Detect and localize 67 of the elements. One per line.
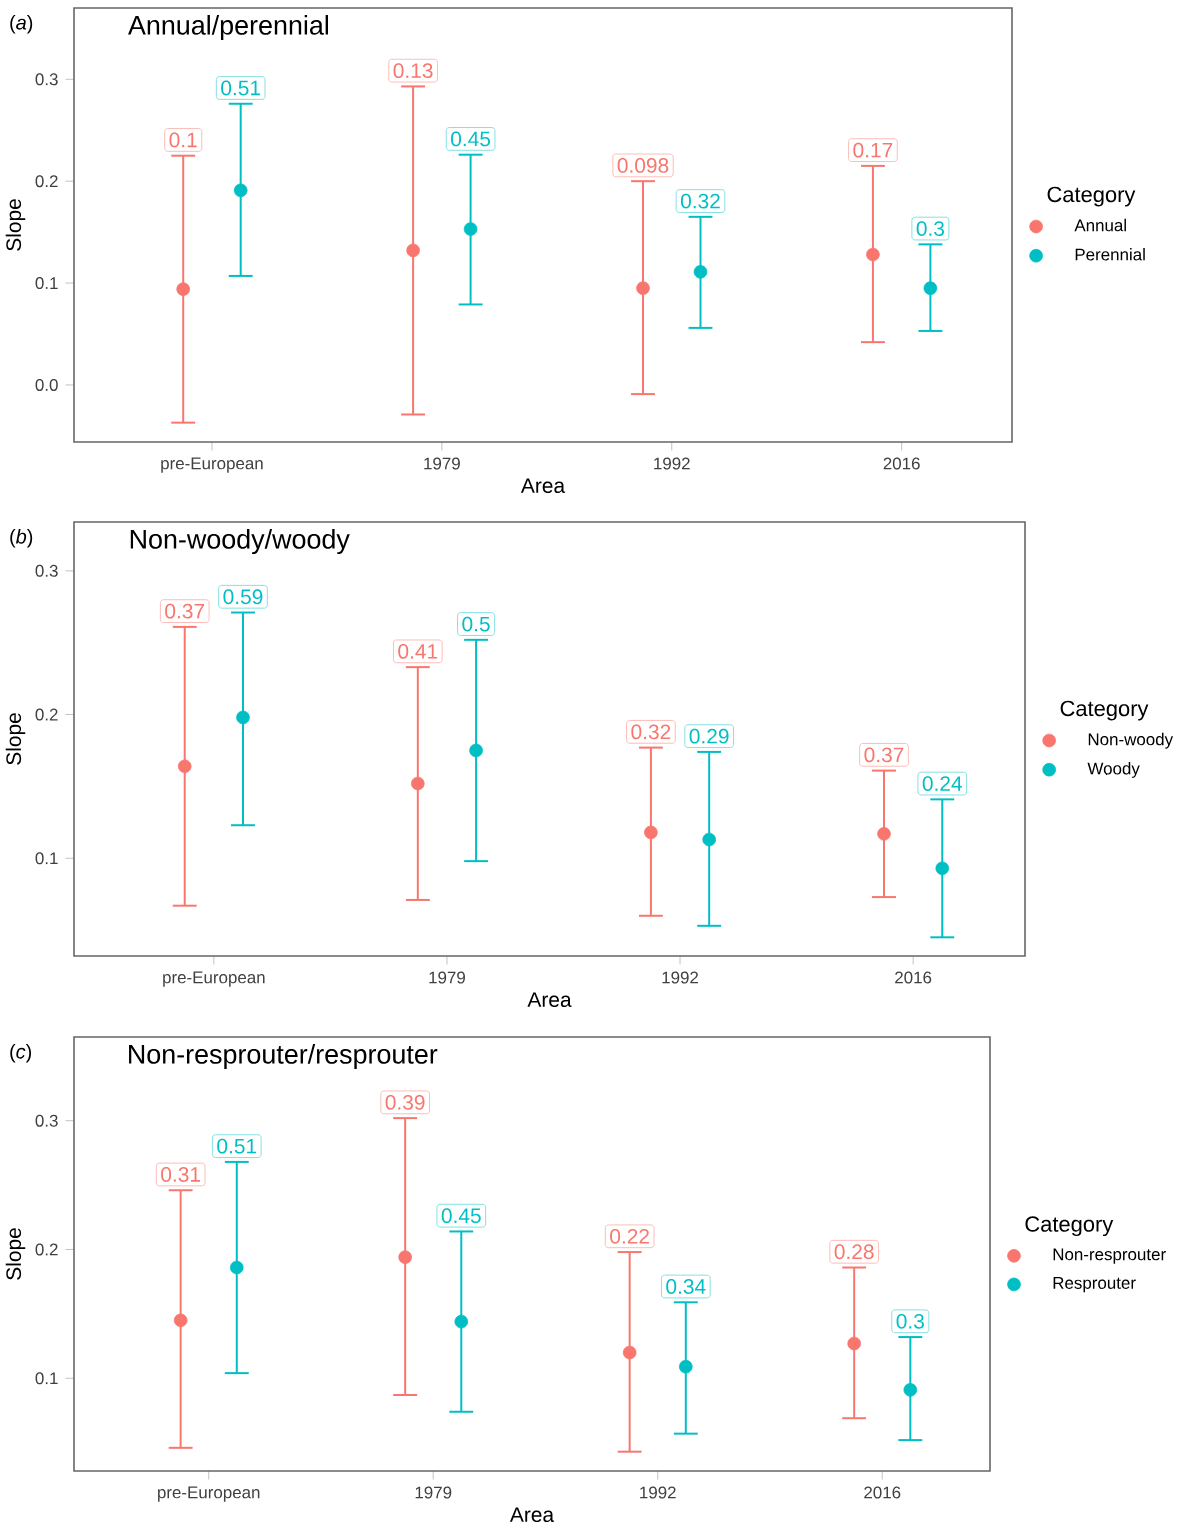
x-tick-label: pre-European: [163, 971, 265, 987]
x-axis-title: Area: [509, 1507, 555, 1523]
x-tick-label: pre-European: [158, 1486, 260, 1502]
legend-label: Perennial: [1075, 248, 1145, 261]
x-axis-title: Area: [520, 478, 566, 494]
annotation: 0.32: [680, 193, 720, 209]
annotation: 0.51: [217, 1138, 257, 1154]
y-tick-label: 0.1: [35, 1372, 58, 1385]
annotation: 0.32: [631, 724, 671, 740]
annotation: 0.3: [896, 1313, 924, 1329]
y-axis-title: Slope: [5, 713, 26, 765]
legend-label: Non-resprouter: [1053, 1248, 1166, 1264]
annotation: 0.37: [165, 603, 204, 619]
annotation: 0.31: [161, 1167, 200, 1182]
annotation: 0.24: [922, 776, 962, 791]
y-tick-label: 0.1: [35, 277, 58, 290]
x-tick-label: 1992: [640, 1486, 676, 1499]
annotation: 0.098: [617, 158, 669, 173]
x-tick-label: 1992: [662, 971, 699, 984]
x-tick-label: pre-European: [161, 457, 263, 473]
chart-title: Non-woody/woody: [130, 529, 350, 555]
annotation: 0.59: [223, 589, 263, 605]
y-tick-label: 0.3: [35, 73, 58, 86]
y-tick-label: 0.2: [35, 1243, 58, 1256]
annotation: 0.37: [864, 747, 904, 763]
y-axis-title: Slope: [5, 1228, 26, 1280]
annotation: 0.34: [666, 1279, 706, 1294]
annotation: 0.45: [441, 1208, 481, 1224]
y-tick-label: 0.1: [35, 852, 58, 865]
annotation: 0.17: [853, 142, 893, 158]
x-tick-label: 1979: [415, 1486, 452, 1499]
legend-title: Category: [1060, 700, 1149, 721]
text: (a): [10, 15, 33, 34]
legend-label: Woody: [1087, 762, 1140, 778]
x-axis-title: Area: [527, 992, 572, 1008]
annotation: 0.51: [221, 80, 260, 96]
x-tick-label: 2016: [895, 971, 932, 984]
text: (c): [10, 1044, 32, 1063]
annotation: 0.22: [610, 1228, 649, 1244]
annotation: 0.45: [451, 131, 491, 147]
annotation: 0.3: [916, 221, 945, 236]
annotation: 0.1: [169, 132, 197, 148]
legend-label: Resprouter: [1053, 1277, 1136, 1293]
x-tick-label: 1979: [429, 971, 465, 984]
annotation: 0.29: [689, 728, 729, 744]
legend-label: Non-woody: [1088, 732, 1174, 749]
x-tick-label: 1979: [424, 457, 460, 470]
legend-title: Category: [1025, 1216, 1114, 1237]
x-tick-label: 1992: [654, 457, 690, 470]
x-tick-label: 2016: [864, 1486, 901, 1499]
legend-title: Category: [1047, 186, 1136, 207]
x-tick-label: 2016: [883, 457, 920, 470]
legend-label: Annual: [1074, 218, 1126, 232]
y-tick-label: 0.3: [35, 1114, 58, 1127]
annotation: 0.39: [385, 1094, 425, 1110]
y-tick-label: 0.2: [35, 708, 58, 721]
text: (b): [10, 529, 33, 548]
y-tick-label: 0.0: [35, 378, 58, 391]
annotation: 0.13: [393, 63, 433, 79]
annotation: 0.28: [834, 1244, 874, 1260]
y-tick-label: 0.2: [35, 175, 58, 188]
chart-title: Non-resprouter/resprouter: [129, 1044, 438, 1070]
y-tick-label: 0.3: [35, 564, 58, 577]
annotation: 0.41: [398, 643, 438, 659]
annotation: 0.5: [462, 616, 490, 632]
y-axis-title: Slope: [5, 199, 26, 251]
chart-title: Annual/perennial: [128, 15, 329, 41]
